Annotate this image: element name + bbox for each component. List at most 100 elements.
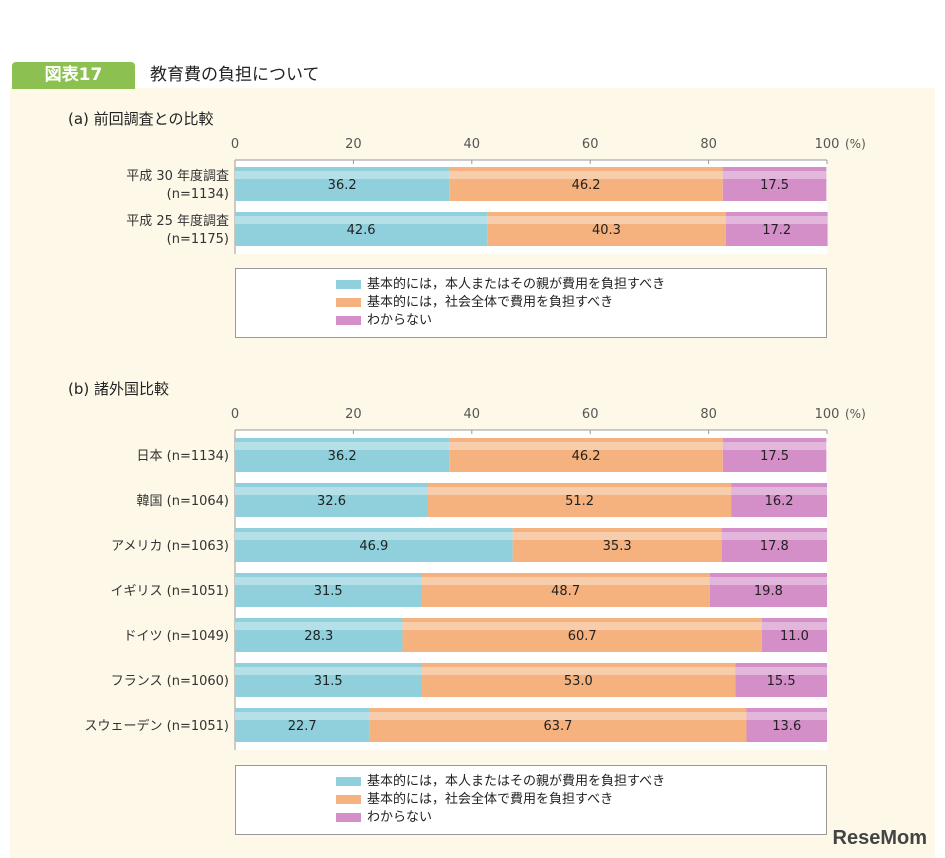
x-tick-label: 100	[815, 407, 840, 422]
data-label: 60.7	[568, 629, 597, 644]
legend-item-self: 基本的には，本人またはその親が費用を負担すべき	[336, 277, 665, 293]
bar-highlight	[402, 622, 762, 630]
unit-label: (%)	[845, 137, 866, 151]
bar-highlight	[421, 577, 710, 585]
bar-self	[235, 708, 370, 742]
bar-society	[421, 573, 710, 607]
data-label: 15.5	[767, 674, 796, 689]
bar-unknown	[735, 663, 827, 697]
data-label: 17.5	[760, 449, 789, 464]
legend-a: 基本的には，本人またはその親が費用を負担すべき 基本的には，社会全体で費用を負担…	[235, 268, 827, 338]
legend-label: 基本的には，社会全体で費用を負担すべき	[367, 792, 614, 807]
bar-society	[449, 438, 723, 472]
bar-highlight	[725, 216, 828, 224]
bar-highlight	[369, 712, 747, 720]
legend-item-unknown: わからない	[336, 313, 432, 329]
data-label: 22.7	[288, 719, 317, 734]
bar-unknown	[761, 618, 827, 652]
bar-highlight	[235, 577, 422, 585]
bar-society	[487, 212, 726, 246]
chart-b-title: (b) 諸外国比較	[68, 380, 169, 398]
bar-society	[449, 167, 723, 201]
x-tick-label: 60	[582, 137, 599, 152]
bar-highlight	[235, 667, 422, 675]
bar-highlight	[449, 171, 723, 179]
bar-highlight	[449, 442, 723, 450]
bar-highlight	[761, 622, 827, 630]
x-tick-label: 80	[700, 137, 717, 152]
bar-highlight	[735, 667, 827, 675]
bar-unknown	[709, 573, 827, 607]
bar-highlight	[746, 712, 827, 720]
legend-swatch	[336, 795, 361, 804]
bar-self	[235, 618, 403, 652]
data-label: 53.0	[564, 674, 593, 689]
chart-a-title: (a) 前回調査との比較	[68, 110, 214, 128]
category-label: アメリカ (n=1063)	[111, 539, 229, 554]
bar-highlight	[721, 532, 827, 540]
data-label: 32.6	[317, 494, 346, 509]
bar-highlight	[722, 442, 827, 450]
data-label: 36.2	[328, 449, 357, 464]
figure-title: 教育費の負担について	[150, 65, 320, 85]
category-label: スウェーデン (n=1051)	[85, 718, 230, 734]
data-label: 17.5	[760, 178, 789, 193]
bar-highlight	[487, 216, 726, 224]
data-label: 46.2	[572, 449, 601, 464]
legend-item-society: 基本的には，社会全体で費用を負担すべき	[336, 792, 613, 808]
bar-self	[235, 483, 428, 517]
bar-unknown	[722, 167, 827, 201]
x-tick-label: 40	[464, 137, 481, 152]
category-label: (n=1134)	[167, 187, 229, 202]
resemom-watermark: ReseMom	[832, 827, 927, 849]
data-label: 28.3	[304, 629, 333, 644]
category-label: イギリス (n=1051)	[111, 584, 230, 599]
bar-society	[427, 483, 732, 517]
legend-swatch	[336, 777, 361, 786]
data-label: 46.9	[359, 539, 388, 554]
category-label: 日本 (n=1134)	[137, 449, 230, 464]
data-label: 16.2	[765, 494, 794, 509]
category-label: 平成 25 年度調査	[126, 213, 229, 229]
bar-unknown	[721, 528, 827, 562]
bar-highlight	[731, 487, 827, 495]
data-label: 35.3	[603, 539, 632, 554]
data-label: 17.2	[762, 223, 791, 238]
bar-highlight	[427, 487, 732, 495]
x-tick-label: 0	[231, 137, 239, 152]
legend-b: 基本的には，本人またはその親が費用を負担すべき 基本的には，社会全体で費用を負担…	[235, 765, 827, 835]
bar-self	[235, 573, 422, 607]
bar-highlight	[709, 577, 827, 585]
data-label: 40.3	[592, 223, 621, 238]
bar-highlight	[235, 216, 488, 224]
x-tick-label: 20	[345, 407, 362, 422]
legend-label: 基本的には，本人またはその親が費用を負担すべき	[367, 277, 666, 292]
unit-label: (%)	[845, 407, 866, 421]
bar-highlight	[235, 532, 513, 540]
data-label: 42.6	[347, 223, 376, 238]
bar-highlight	[421, 667, 736, 675]
bar-self	[235, 212, 488, 246]
bar-self	[235, 528, 513, 562]
category-label: フランス (n=1060)	[111, 674, 229, 689]
legend-item-self: 基本的には，本人またはその親が費用を負担すべき	[336, 774, 665, 790]
data-label: 48.7	[551, 584, 580, 599]
data-label: 63.7	[543, 719, 572, 734]
x-tick-label: 0	[231, 407, 239, 422]
bar-society	[369, 708, 747, 742]
legend-item-unknown: わからない	[336, 810, 432, 826]
legend-label: わからない	[367, 313, 433, 328]
bar-highlight	[235, 442, 450, 450]
bar-highlight	[235, 622, 403, 630]
bar-society	[512, 528, 722, 562]
bar-highlight	[235, 712, 370, 720]
bar-unknown	[731, 483, 827, 517]
data-label: 46.2	[572, 178, 601, 193]
x-tick-label: 40	[464, 407, 481, 422]
bar-highlight	[235, 171, 450, 179]
bar-highlight	[235, 487, 428, 495]
data-label: 31.5	[314, 584, 343, 599]
data-label: 11.0	[780, 629, 809, 644]
x-tick-label: 60	[582, 407, 599, 422]
